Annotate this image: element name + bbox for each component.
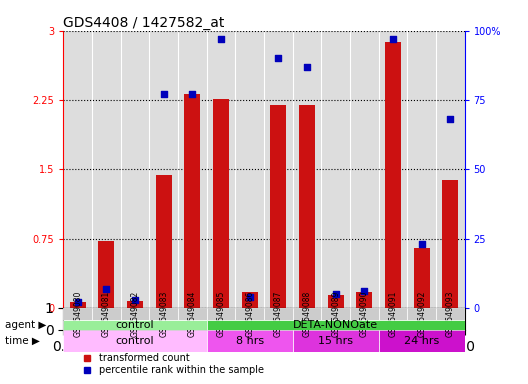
Bar xyxy=(206,308,235,320)
Point xyxy=(73,300,82,306)
Bar xyxy=(156,175,172,308)
Bar xyxy=(178,308,206,320)
Bar xyxy=(299,105,315,308)
Point xyxy=(418,241,426,247)
Bar xyxy=(356,292,372,308)
Bar xyxy=(127,301,143,308)
Bar xyxy=(293,308,322,320)
Bar xyxy=(379,308,407,320)
Bar xyxy=(442,180,458,308)
Bar xyxy=(270,105,286,308)
Point xyxy=(446,116,455,122)
Point xyxy=(217,36,225,42)
Bar xyxy=(92,308,121,320)
Text: percentile rank within the sample: percentile rank within the sample xyxy=(99,365,265,375)
Bar xyxy=(322,308,350,320)
Text: GSM549090: GSM549090 xyxy=(360,291,369,337)
Point xyxy=(360,288,369,295)
Text: GSM549091: GSM549091 xyxy=(389,291,398,337)
Bar xyxy=(414,248,430,308)
Bar xyxy=(407,308,436,320)
Text: GSM549089: GSM549089 xyxy=(331,291,340,337)
Bar xyxy=(149,308,178,320)
Text: control: control xyxy=(116,320,154,330)
Bar xyxy=(121,308,149,320)
Text: time ▶: time ▶ xyxy=(5,336,40,346)
Text: 24 hrs: 24 hrs xyxy=(404,336,439,346)
Bar xyxy=(328,295,344,308)
Bar xyxy=(63,320,206,330)
Point xyxy=(246,294,254,300)
Text: transformed count: transformed count xyxy=(99,353,190,363)
Bar xyxy=(98,242,114,308)
Point xyxy=(188,91,196,98)
Text: GSM549082: GSM549082 xyxy=(130,291,139,337)
Bar xyxy=(379,330,465,352)
Point xyxy=(389,36,397,42)
Text: GSM549085: GSM549085 xyxy=(216,291,225,337)
Bar xyxy=(63,308,92,320)
Bar xyxy=(264,308,293,320)
Text: GSM549080: GSM549080 xyxy=(73,291,82,337)
Bar xyxy=(213,99,229,308)
Bar xyxy=(293,330,379,352)
Point xyxy=(102,286,110,292)
Text: GDS4408 / 1427582_at: GDS4408 / 1427582_at xyxy=(63,16,225,30)
Text: DETA-NONOate: DETA-NONOate xyxy=(293,320,378,330)
Bar xyxy=(242,292,258,308)
Point xyxy=(332,291,340,297)
Text: GSM549092: GSM549092 xyxy=(417,291,426,337)
Point xyxy=(274,55,282,61)
Bar xyxy=(63,330,206,352)
Bar xyxy=(436,308,465,320)
Text: agent ▶: agent ▶ xyxy=(5,320,46,330)
Bar xyxy=(70,301,86,308)
Text: GSM549086: GSM549086 xyxy=(245,291,254,337)
Text: GSM549093: GSM549093 xyxy=(446,291,455,337)
Bar xyxy=(206,320,465,330)
Text: GSM549084: GSM549084 xyxy=(188,291,197,337)
Text: control: control xyxy=(116,336,154,346)
Text: GSM549083: GSM549083 xyxy=(159,291,168,337)
Text: 15 hrs: 15 hrs xyxy=(318,336,353,346)
Point xyxy=(131,296,139,303)
Point xyxy=(159,91,168,98)
Bar xyxy=(206,330,293,352)
Bar xyxy=(184,94,200,308)
Text: GSM549081: GSM549081 xyxy=(102,291,111,337)
Text: 8 hrs: 8 hrs xyxy=(235,336,263,346)
Point xyxy=(303,64,311,70)
Bar xyxy=(235,308,264,320)
Bar xyxy=(350,308,379,320)
Bar xyxy=(385,42,401,308)
Text: GSM549088: GSM549088 xyxy=(303,291,312,337)
Text: GSM549087: GSM549087 xyxy=(274,291,283,337)
